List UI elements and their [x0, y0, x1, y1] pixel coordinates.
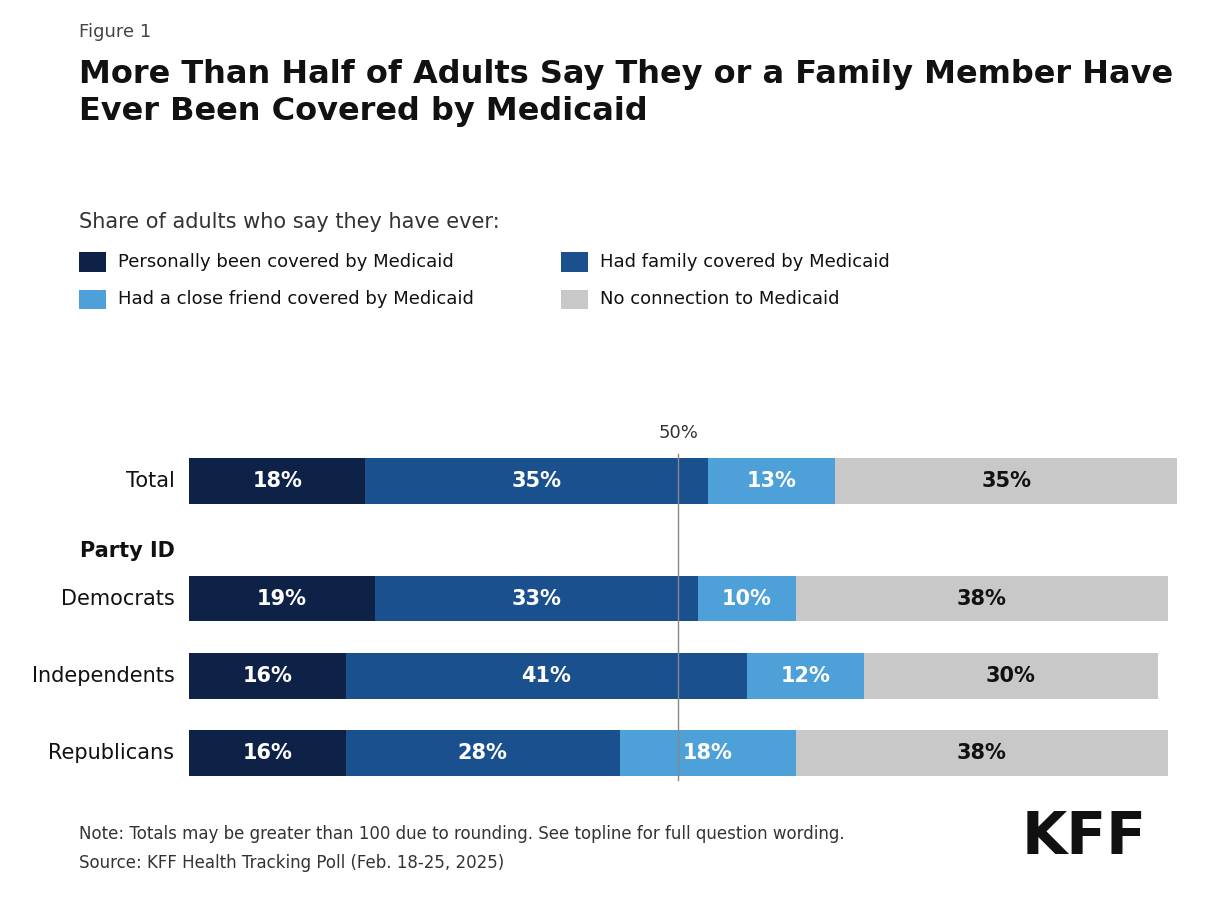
Bar: [795, 731, 1168, 776]
Bar: [795, 575, 1168, 621]
Text: Note: Totals may be greater than 100 due to rounding. See topline for full quest: Note: Totals may be greater than 100 due…: [79, 825, 845, 843]
Text: 28%: 28%: [458, 743, 508, 763]
Text: 16%: 16%: [243, 666, 293, 686]
Bar: [189, 653, 345, 699]
Text: 18%: 18%: [683, 743, 732, 763]
Text: 12%: 12%: [781, 666, 831, 686]
Text: 13%: 13%: [747, 471, 797, 491]
Text: 50%: 50%: [659, 424, 698, 442]
Text: 33%: 33%: [511, 589, 561, 609]
Text: 35%: 35%: [981, 471, 1031, 491]
Text: Republicans: Republicans: [49, 743, 174, 763]
Text: 19%: 19%: [257, 589, 307, 609]
Text: 16%: 16%: [243, 743, 293, 763]
Text: Had family covered by Medicaid: Had family covered by Medicaid: [600, 253, 891, 271]
Text: Independents: Independents: [32, 666, 174, 686]
Bar: [375, 575, 698, 621]
Text: 10%: 10%: [722, 589, 772, 609]
Text: Figure 1: Figure 1: [79, 23, 151, 41]
Text: Share of adults who say they have ever:: Share of adults who say they have ever:: [79, 212, 500, 232]
Bar: [189, 575, 375, 621]
Text: 30%: 30%: [986, 666, 1036, 686]
Bar: [708, 458, 834, 503]
Text: 35%: 35%: [511, 471, 561, 491]
Text: 41%: 41%: [521, 666, 571, 686]
Text: Total: Total: [126, 471, 174, 491]
Bar: [834, 458, 1177, 503]
Text: Had a close friend covered by Medicaid: Had a close friend covered by Medicaid: [118, 290, 475, 308]
Text: No connection to Medicaid: No connection to Medicaid: [600, 290, 839, 308]
Bar: [864, 653, 1158, 699]
Bar: [365, 458, 708, 503]
Text: KFF: KFF: [1022, 809, 1147, 866]
Bar: [345, 653, 747, 699]
Text: More Than Half of Adults Say They or a Family Member Have
Ever Been Covered by M: More Than Half of Adults Say They or a F…: [79, 59, 1174, 126]
Text: Democrats: Democrats: [61, 589, 174, 609]
Text: Party ID: Party ID: [79, 541, 174, 561]
Text: Source: KFF Health Tracking Poll (Feb. 18-25, 2025): Source: KFF Health Tracking Poll (Feb. 1…: [79, 854, 505, 872]
Bar: [620, 731, 795, 776]
Bar: [345, 731, 620, 776]
Bar: [189, 731, 345, 776]
Text: 18%: 18%: [253, 471, 303, 491]
Text: 38%: 38%: [956, 743, 1006, 763]
Text: Personally been covered by Medicaid: Personally been covered by Medicaid: [118, 253, 454, 271]
Text: 38%: 38%: [956, 589, 1006, 609]
Bar: [189, 458, 365, 503]
Bar: [747, 653, 864, 699]
Bar: [698, 575, 795, 621]
